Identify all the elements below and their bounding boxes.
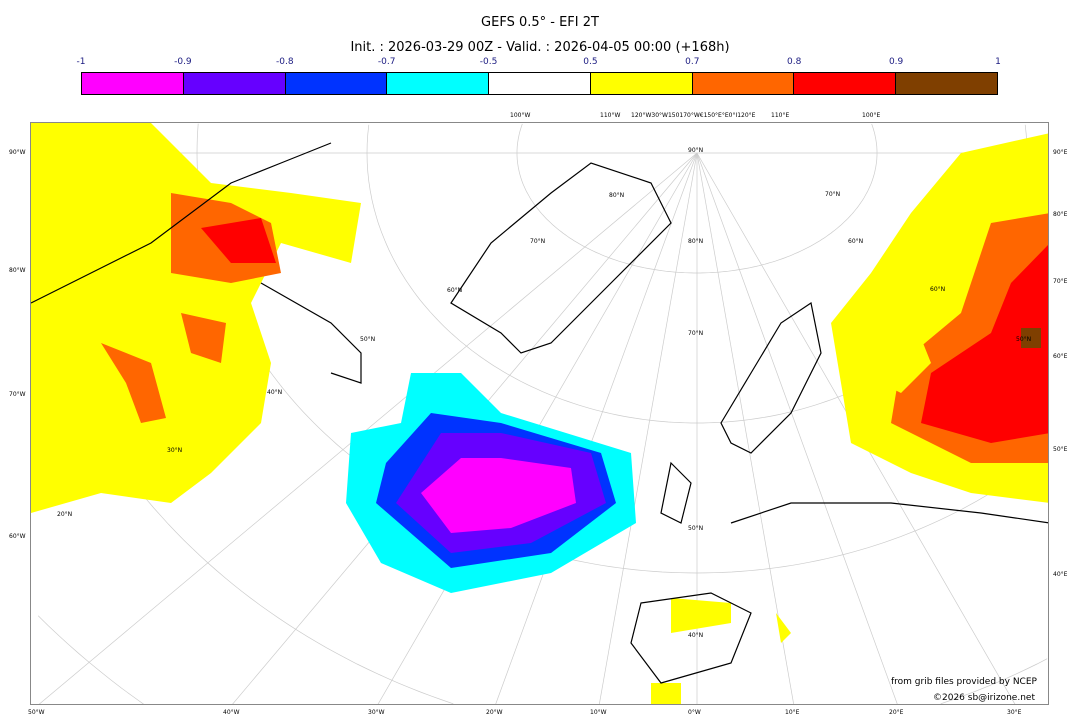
colorbar-tick: 0.9 bbox=[888, 57, 904, 67]
axis-label: 80°E bbox=[1053, 211, 1068, 218]
meridian bbox=[38, 152, 698, 704]
colorbar-tick: -0.7 bbox=[377, 57, 396, 67]
meridian bbox=[696, 152, 898, 704]
axis-label: 90°N bbox=[688, 147, 704, 154]
colorbar-segment bbox=[794, 73, 897, 94]
axis-label: 0°W bbox=[688, 709, 701, 716]
colorbar-tick: -1 bbox=[76, 57, 86, 67]
colorbar-segment bbox=[387, 73, 490, 94]
axis-label: 30°E bbox=[1007, 709, 1022, 716]
meridian bbox=[696, 152, 795, 704]
axis-label: 100°E bbox=[862, 112, 881, 119]
colorbar-segment bbox=[82, 73, 184, 94]
axis-label: 20°E bbox=[889, 709, 904, 716]
axis-label: 40°N bbox=[267, 389, 283, 396]
axis-label: 30°N bbox=[167, 447, 183, 454]
axis-label: 60°N bbox=[848, 238, 864, 245]
parallel bbox=[37, 615, 144, 704]
axis-label: 50°E bbox=[1053, 446, 1068, 453]
colorbar-tick: -0.8 bbox=[275, 57, 294, 67]
colorbar-tick: -0.5 bbox=[479, 57, 498, 67]
axis-label: 70°N bbox=[530, 238, 546, 245]
meridian bbox=[495, 152, 698, 704]
colorbar-segment bbox=[285, 73, 388, 94]
axis-label: 70°E bbox=[1053, 278, 1068, 285]
anomaly-region bbox=[181, 313, 226, 363]
axis-label: 80°N bbox=[688, 238, 704, 245]
map-title: GEFS 0.5° - EFI 2T bbox=[481, 15, 599, 30]
colorbar bbox=[81, 72, 998, 95]
anomaly-region bbox=[861, 313, 931, 393]
axis-label: 10°W bbox=[590, 709, 607, 716]
map-area bbox=[30, 122, 1049, 705]
efi-field bbox=[31, 123, 1048, 704]
anomaly-region bbox=[101, 343, 166, 423]
meridian bbox=[598, 152, 698, 704]
axis-label: 60°N bbox=[447, 287, 463, 294]
colorbar-tick: 0.7 bbox=[685, 57, 700, 67]
axis-label: 100°W bbox=[510, 112, 531, 119]
parallel bbox=[871, 123, 878, 153]
anomaly-region bbox=[421, 458, 576, 533]
parallel bbox=[516, 123, 878, 274]
copyright: ©2026 sb@irizone.net bbox=[933, 693, 1035, 703]
axis-label: 50°N bbox=[1016, 336, 1032, 343]
axis-label: 40°W bbox=[223, 709, 240, 716]
axis-label: 120°W30°W150170°W€150°E°E0°I120°E bbox=[631, 112, 756, 119]
axis-label: 50°W bbox=[28, 709, 45, 716]
anomaly-region bbox=[651, 598, 791, 704]
colorbar-segment bbox=[489, 73, 591, 94]
data-credit: from grib files provided by NCEP bbox=[891, 677, 1037, 687]
coastlines bbox=[31, 142, 1048, 684]
colorbar-segment bbox=[183, 73, 286, 94]
axis-label: 50°N bbox=[360, 336, 376, 343]
colorbar-segment bbox=[896, 73, 998, 94]
axis-label: 70°W bbox=[9, 391, 26, 398]
colorbar-tick: 1 bbox=[995, 57, 1001, 67]
colorbar-tick: 0.8 bbox=[787, 57, 802, 67]
parallel bbox=[940, 658, 1048, 704]
colorbar-segment bbox=[590, 73, 693, 94]
axis-label: 110°E bbox=[771, 112, 790, 119]
axis-label: 40°N bbox=[688, 632, 704, 639]
axis-label: 90°E bbox=[1053, 149, 1068, 156]
axis-label: 60°E bbox=[1053, 353, 1068, 360]
axis-label: 20°N bbox=[57, 511, 73, 518]
anomaly-region bbox=[201, 218, 276, 263]
axis-label: 90°W bbox=[9, 149, 26, 156]
axis-label: 70°N bbox=[825, 191, 841, 198]
colorbar-tick: 0.5 bbox=[583, 57, 598, 67]
axis-label: 10°E bbox=[785, 709, 800, 716]
colorbar-segment bbox=[692, 73, 795, 94]
axis-label: 20°W bbox=[486, 709, 503, 716]
axis-label: 80°N bbox=[609, 192, 625, 199]
anomaly-region bbox=[921, 245, 1048, 443]
axis-label: 80°W bbox=[9, 267, 26, 274]
axis-label: 60°W bbox=[9, 533, 26, 540]
axis-label: 40°E bbox=[1053, 571, 1068, 578]
map-subtitle: Init. : 2026-03-29 00Z - Valid. : 2026-0… bbox=[350, 40, 730, 55]
anomaly-region bbox=[1021, 328, 1041, 348]
axis-label: 110°W bbox=[600, 112, 621, 119]
colorbar-tick: -0.9 bbox=[174, 57, 192, 67]
axis-label: 70°N bbox=[688, 330, 704, 337]
axis-label: 60°N bbox=[930, 286, 946, 293]
axis-label: 50°N bbox=[688, 525, 704, 532]
axis-label: 30°W bbox=[368, 709, 385, 716]
